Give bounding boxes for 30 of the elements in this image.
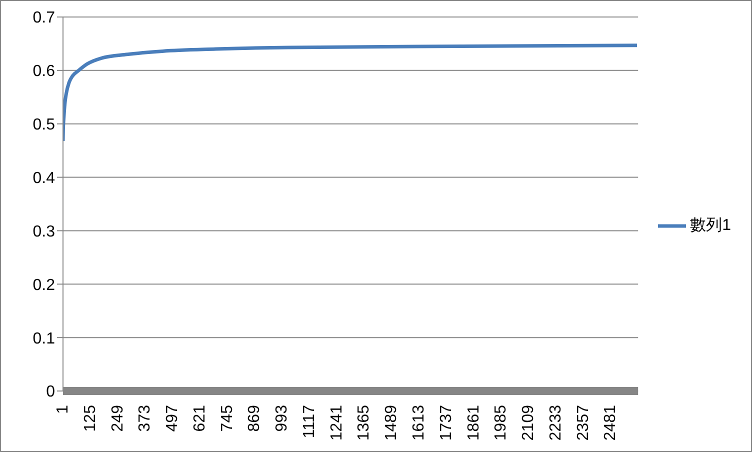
x-tick-label: 993 xyxy=(274,404,291,432)
x-tick-label: 1737 xyxy=(438,404,455,441)
x-tick-label: 1489 xyxy=(383,404,400,441)
x-tick-label: 1861 xyxy=(465,404,482,441)
y-tick-label: 0.1 xyxy=(32,330,56,348)
x-tick-label: 1985 xyxy=(492,404,510,441)
y-tick-label: 0 xyxy=(46,384,56,401)
x-tick-label: 869 xyxy=(246,404,264,432)
x-tick-label: 249 xyxy=(109,404,126,432)
x-tick-label: 621 xyxy=(191,404,208,432)
x-tick-label: 745 xyxy=(218,404,236,432)
x-tick-label: 2109 xyxy=(520,404,538,441)
x-tick-label: 497 xyxy=(164,404,182,432)
x-tick-label: 1241 xyxy=(328,404,346,441)
y-tick-label: 0.2 xyxy=(32,276,56,294)
y-tick-label: 0.6 xyxy=(32,63,56,80)
y-tick-label: 0.4 xyxy=(32,170,56,187)
y-tick-label: 0.7 xyxy=(32,10,56,27)
x-tick-label: 125 xyxy=(82,404,99,432)
x-tick-label: 1117 xyxy=(300,404,318,438)
x-tick-label: 1 xyxy=(54,404,72,414)
y-tick-label: 0.3 xyxy=(32,223,56,240)
x-tick-label: 2357 xyxy=(574,404,592,441)
y-tick-label: 0.5 xyxy=(32,116,56,134)
legend-label: 數列1 xyxy=(690,217,731,234)
x-tick-label: 1613 xyxy=(410,404,428,441)
x-tick-label: 2233 xyxy=(547,404,564,441)
x-tick-label: 1365 xyxy=(356,404,373,441)
x-tick-label: 2481 xyxy=(602,404,620,441)
x-tick-label: 373 xyxy=(136,404,154,432)
